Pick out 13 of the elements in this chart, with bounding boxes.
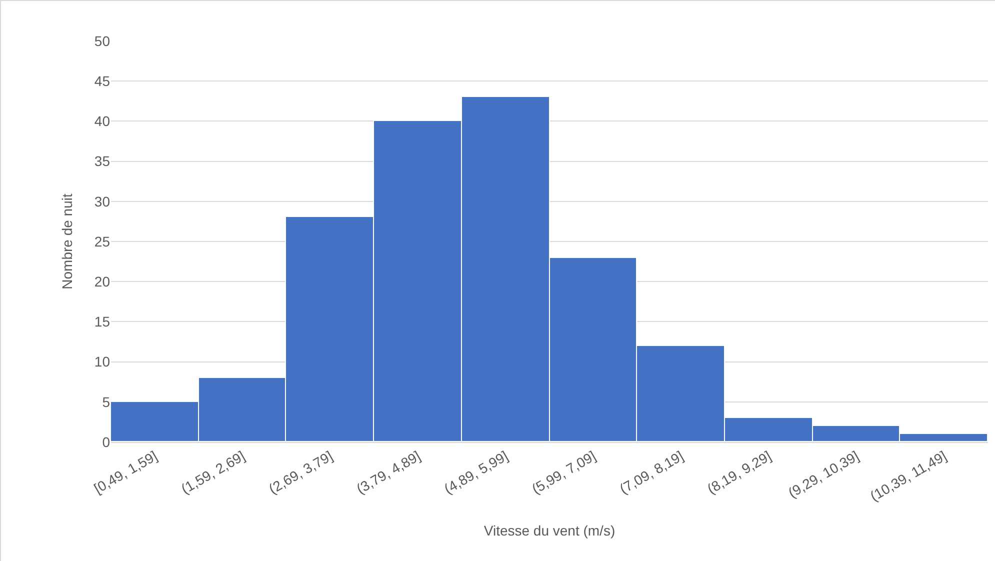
y-tick-label: 45 (94, 73, 110, 89)
y-tick-label: 20 (94, 274, 110, 290)
y-axis-title: Nombre de nuit (59, 194, 76, 290)
y-tick-label: 10 (94, 354, 110, 370)
y-tick-label: 35 (94, 153, 110, 170)
y-tick-label: 30 (94, 193, 110, 210)
y-tick-label: 5 (102, 394, 110, 410)
y-tick-label: 25 (94, 233, 110, 250)
y-tick-label: 50 (94, 32, 110, 49)
x-axis-title: Vitesse du vent (m/s) (484, 522, 616, 538)
y-tick-label: 0 (102, 434, 110, 450)
y-tick-label: 40 (94, 113, 110, 130)
y-tick-label: 15 (94, 314, 110, 330)
